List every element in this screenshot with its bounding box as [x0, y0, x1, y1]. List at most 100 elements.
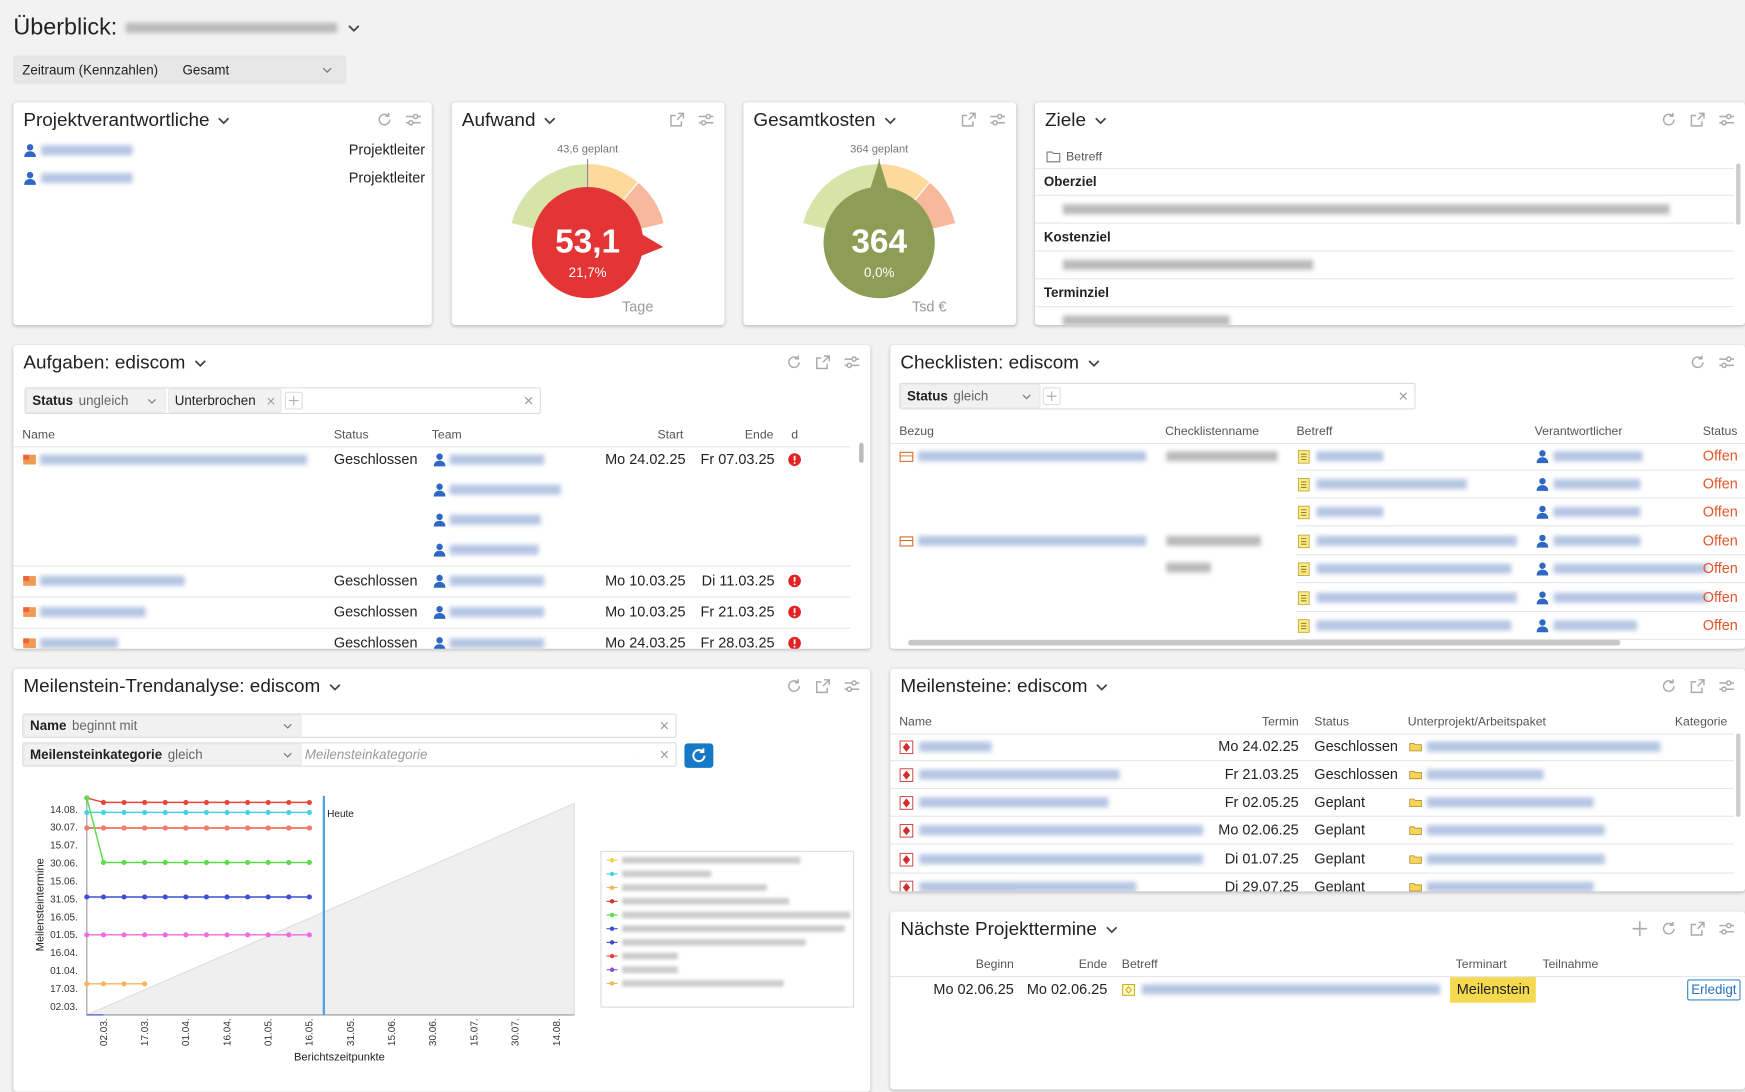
toolbar-button[interactable] — [1689, 920, 1706, 937]
trend-point — [121, 809, 127, 815]
toolbar-button[interactable] — [376, 111, 393, 128]
toolbar-button[interactable] — [1660, 920, 1677, 937]
redacted-text — [1166, 535, 1261, 546]
filter-field[interactable]: Name beginnt mit — [23, 714, 302, 737]
dropdown — [1019, 389, 1033, 403]
toolbar-button[interactable] — [669, 111, 686, 128]
status: Geschlossen — [1314, 737, 1398, 755]
task-icon — [22, 573, 38, 589]
filter-chip[interactable]: Unterbrochen — [168, 388, 282, 413]
start-date: Mo 24.03.25 — [605, 634, 686, 649]
group-label: Terminziel — [1043, 284, 1109, 301]
toolbar-button[interactable] — [1718, 111, 1735, 128]
toolbar-button[interactable] — [786, 353, 803, 370]
separator — [1296, 525, 1745, 527]
redacted-text — [622, 911, 851, 919]
panel-menu — [1086, 355, 1102, 371]
scrollbar — [1736, 163, 1741, 225]
redacted-text — [449, 514, 541, 525]
toolbar-button[interactable] — [1631, 920, 1648, 937]
panel-title: Nächste Projekttermine — [900, 918, 1097, 940]
toolbar-button[interactable] — [1689, 111, 1706, 128]
toolbar-button[interactable] — [786, 677, 803, 694]
status: Geschlossen — [333, 572, 418, 589]
filter-bar[interactable]: Name beginnt mit — [22, 713, 677, 738]
column-header: Team — [431, 428, 462, 442]
filter-bar[interactable]: Status gleich — [899, 382, 1416, 410]
toolbar-button[interactable] — [960, 111, 977, 128]
clear-filter — [1397, 390, 1410, 403]
trend-point — [100, 932, 107, 938]
filter-field[interactable]: Meilensteinkategorie gleich — [23, 743, 302, 766]
toolbar-button[interactable] — [1689, 677, 1706, 694]
trend-point — [265, 809, 271, 815]
panel-title: Projektverantwortliche — [23, 109, 210, 131]
redacted-text — [41, 145, 133, 156]
filter-field[interactable]: Status ungleich — [25, 388, 166, 413]
filter-bar[interactable]: Status ungleich Unterbrochen — [24, 387, 541, 414]
toolbar-button[interactable] — [815, 677, 832, 694]
toolbar-button[interactable] — [1718, 920, 1735, 937]
refresh-button[interactable] — [684, 743, 714, 768]
toolbar-button[interactable] — [989, 111, 1006, 128]
toolbar-button[interactable] — [844, 353, 861, 370]
add-filter[interactable] — [284, 391, 303, 410]
x-tick-label: 01.05. — [264, 1018, 275, 1046]
status: Geplant — [1314, 793, 1365, 811]
toolbar-button[interactable] — [1718, 677, 1735, 694]
y-tick-label: 02.03. — [50, 1002, 78, 1013]
trend-point — [203, 894, 209, 900]
add-filter[interactable] — [1042, 387, 1061, 406]
filter-value: Gesamt — [182, 62, 230, 78]
panel: Aufgaben: ediscom Status ungleich Unterbroc… — [13, 344, 871, 649]
legend-swatch — [609, 871, 615, 877]
separator — [890, 733, 1734, 735]
milestone-icon — [899, 880, 914, 892]
y-tick-label: 30.06. — [50, 859, 78, 870]
toolbar-button[interactable] — [1660, 111, 1677, 128]
status: Geplant — [1314, 850, 1365, 867]
filter-bar[interactable]: Meilensteinkategorie gleich Meilensteinkat… — [22, 742, 677, 767]
status: Geplant — [1314, 878, 1365, 892]
redacted-text — [1426, 769, 1544, 780]
task-icon — [22, 635, 38, 649]
panel: Ziele Betreff Oberziel Kostenziel Terminziel — [1034, 102, 1745, 325]
toolbar-button[interactable] — [815, 353, 832, 370]
separator — [1296, 582, 1745, 584]
toolbar-button[interactable] — [405, 111, 422, 128]
field-name: Status — [906, 388, 948, 404]
toolbar-button[interactable] — [1718, 353, 1735, 370]
gauge — [801, 159, 957, 299]
start-date: Mo 10.03.25 — [605, 603, 686, 620]
person-icon — [1535, 476, 1551, 492]
x-tick-label: 15.07. — [469, 1018, 480, 1046]
trend-point — [100, 809, 107, 815]
planned-label: 43,6 geplant — [556, 143, 619, 156]
panel-menu — [216, 112, 232, 128]
person-icon — [432, 512, 448, 528]
clear-filter — [658, 748, 671, 761]
redacted-text — [1316, 535, 1517, 546]
period-filter[interactable]: Zeitraum (Kennzahlen) Gesamt — [13, 55, 347, 84]
toolbar-button[interactable] — [844, 677, 861, 694]
gauge-value-circle — [531, 186, 644, 299]
toolbar-button[interactable] — [1660, 677, 1677, 694]
status: Offen — [1702, 588, 1738, 606]
trend-chart: 14.08. 30.07. 15.07. 30.06. 15.06. 31.05. 16.0… — [34, 795, 855, 1064]
legend-swatch — [609, 858, 615, 863]
done-button[interactable]: Erledigt — [1687, 979, 1741, 1001]
toolbar-button[interactable] — [1689, 353, 1706, 370]
redacted-text — [41, 173, 133, 184]
toolbar-button[interactable] — [698, 111, 715, 128]
status: Geschlossen — [1314, 765, 1398, 783]
trend-line — [86, 797, 310, 804]
redacted-text — [622, 856, 801, 864]
redacted-text — [1553, 620, 1638, 631]
y-tick-label: 17.03. — [50, 984, 78, 995]
redacted-text — [919, 797, 1109, 808]
filter-field[interactable]: Status gleich — [900, 383, 1041, 409]
redacted-text — [1316, 506, 1384, 517]
trend-point — [121, 799, 127, 805]
status: Offen — [1702, 559, 1738, 577]
column-header: Betreff — [1121, 958, 1158, 972]
